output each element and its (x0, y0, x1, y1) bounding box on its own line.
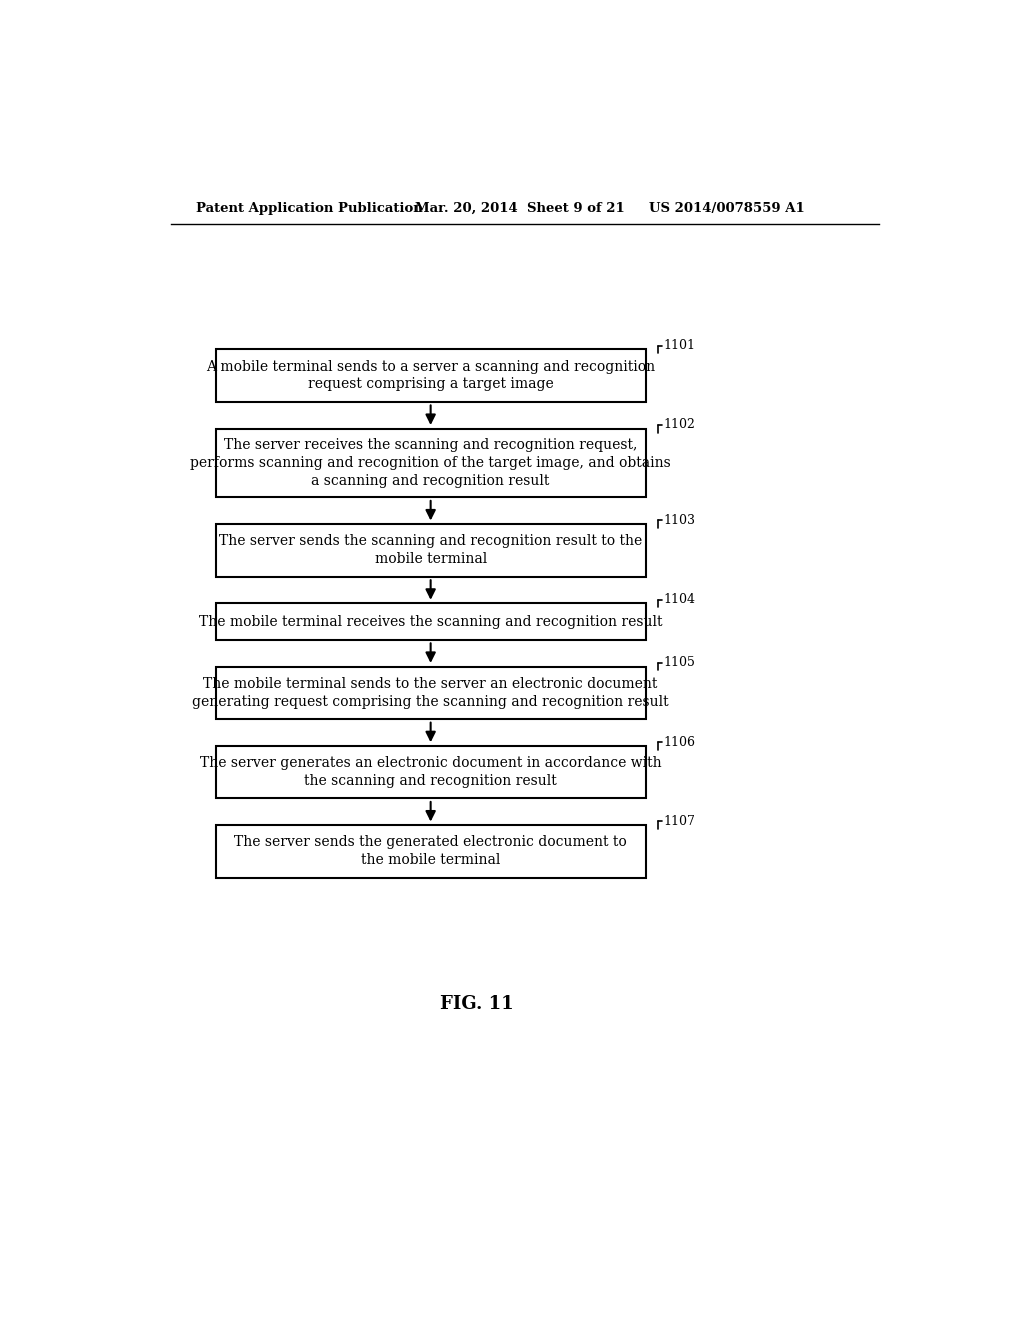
Text: 1102: 1102 (664, 418, 695, 432)
Text: A mobile terminal sends to a server a scanning and recognition
request comprisin: A mobile terminal sends to a server a sc… (206, 359, 655, 392)
Text: The server sends the generated electronic document to
the mobile terminal: The server sends the generated electroni… (234, 836, 627, 867)
Text: FIG. 11: FIG. 11 (440, 995, 514, 1012)
Bar (216, 746, 646, 799)
Bar (216, 429, 646, 498)
Text: 1105: 1105 (664, 656, 695, 669)
Text: The server generates an electronic document in accordance with
the scanning and : The server generates an electronic docum… (200, 756, 662, 788)
Bar (216, 603, 646, 640)
Text: 1106: 1106 (664, 735, 695, 748)
Text: The server sends the scanning and recognition result to the
mobile terminal: The server sends the scanning and recogn… (219, 535, 642, 566)
Text: 1103: 1103 (664, 513, 695, 527)
Text: The mobile terminal sends to the server an electronic document
generating reques: The mobile terminal sends to the server … (193, 677, 669, 709)
Text: The mobile terminal receives the scanning and recognition result: The mobile terminal receives the scannin… (199, 615, 663, 628)
Bar (216, 524, 646, 577)
Text: Mar. 20, 2014  Sheet 9 of 21: Mar. 20, 2014 Sheet 9 of 21 (415, 202, 625, 215)
Bar (216, 825, 646, 878)
Text: Patent Application Publication: Patent Application Publication (197, 202, 423, 215)
Text: US 2014/0078559 A1: US 2014/0078559 A1 (649, 202, 805, 215)
Text: The server receives the scanning and recognition request,
performs scanning and : The server receives the scanning and rec… (190, 438, 671, 488)
Text: 1107: 1107 (664, 814, 695, 828)
Text: 1101: 1101 (664, 339, 695, 352)
Bar (216, 667, 646, 719)
Bar (216, 350, 646, 401)
Text: 1104: 1104 (664, 593, 695, 606)
